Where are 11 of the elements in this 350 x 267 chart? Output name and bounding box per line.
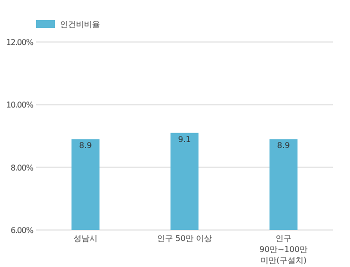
data-label: 9.1: [178, 134, 191, 144]
x-tick-label: 인구 90만~100만 미만(구설치): [259, 234, 308, 265]
x-tick-label: 인구 50만 이상: [156, 234, 212, 243]
data-label: 8.9: [277, 141, 290, 150]
y-tick-label: 6.00%: [10, 226, 34, 235]
x-tick-label: 성남시: [74, 234, 98, 243]
y-tick-label: 12.00%: [6, 38, 34, 47]
y-tick-label: 10.00%: [6, 100, 34, 110]
y-tick-label: 8.00%: [10, 163, 34, 172]
legend-label: 인건비비율: [60, 20, 100, 29]
data-label: 8.9: [79, 141, 92, 150]
